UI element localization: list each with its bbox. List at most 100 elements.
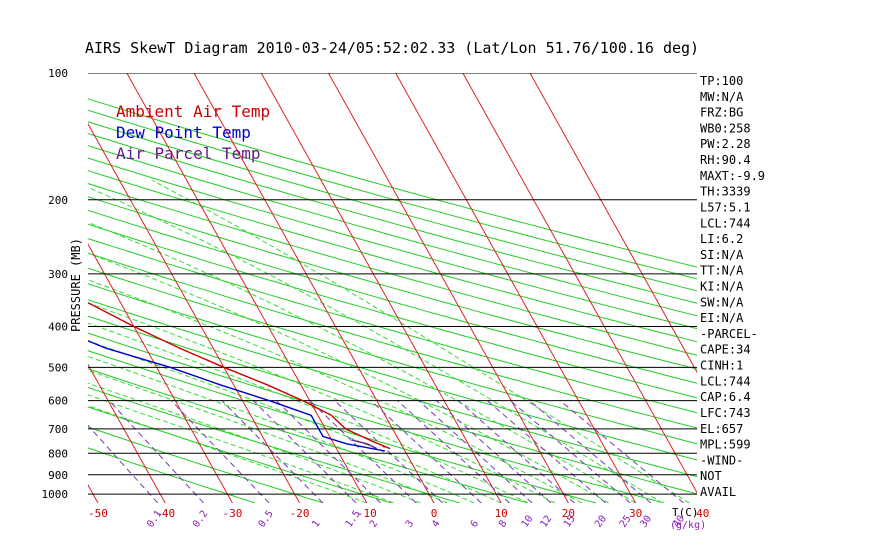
mixing-unit-label: (g/kg) xyxy=(670,520,706,531)
pressure-tick-label: 400 xyxy=(48,321,68,334)
isotherm-line xyxy=(0,73,31,503)
temp-unit-label: T(C) xyxy=(672,506,699,519)
dry-adiabat-line xyxy=(88,283,697,461)
mixing-ratio-line xyxy=(252,400,357,503)
temp-tick-bottom: 30 xyxy=(629,507,642,520)
temp-tick-bottom: 40 xyxy=(696,507,709,520)
dry-adiabat-line xyxy=(88,238,697,414)
mixing-ratio-label: 0.5 xyxy=(257,509,276,530)
legend-entry: Air Parcel Temp xyxy=(116,144,261,163)
dry-adiabat-line xyxy=(88,196,697,370)
isotherm-line xyxy=(529,73,697,374)
dry-adiabat-line xyxy=(88,170,697,343)
mixing-ratio-label: 10 xyxy=(520,514,536,530)
mixing-ratio-line xyxy=(529,400,652,503)
sidebar-index-label: EI:N/A xyxy=(700,311,744,325)
sidebar-index-label: LCL:744 xyxy=(700,216,751,230)
series-line xyxy=(88,301,391,450)
temp-tick-bottom: -10 xyxy=(357,507,377,520)
pressure-tick-label: 1000 xyxy=(42,488,69,501)
isotherm-line xyxy=(88,363,166,503)
sidebar-index-label: TT:N/A xyxy=(700,264,744,278)
pressure-tick-label: 100 xyxy=(48,67,68,80)
moist-adiabat-line xyxy=(88,355,475,503)
sidebar-index-label: LFC:743 xyxy=(700,406,751,420)
dry-adiabat-line xyxy=(88,98,697,268)
dry-adiabat-line xyxy=(88,368,529,503)
sidebar-index-label: NOT xyxy=(700,469,722,483)
pressure-tick-label: 700 xyxy=(48,423,68,436)
dry-adiabat-line xyxy=(88,350,597,503)
temp-tick-bottom: 0 xyxy=(431,507,438,520)
legend: Ambient Air Temp Dew Point Temp Air Parcel… xyxy=(116,102,270,163)
moist-adiabat-line xyxy=(88,369,448,503)
dry-adiabat-line xyxy=(88,299,697,478)
profile-series xyxy=(88,301,391,452)
mixing-ratio-line xyxy=(458,400,575,503)
temp-tick-bottom: -40 xyxy=(155,507,175,520)
mixing-ratio-line xyxy=(221,400,324,503)
moist-adiabat-line xyxy=(152,180,690,503)
dry-adiabat-line xyxy=(88,447,256,503)
mixing-ratio-line xyxy=(487,400,606,503)
dry-adiabat-line xyxy=(88,109,697,280)
dry-adiabat-line xyxy=(88,157,697,330)
dry-adiabat-line xyxy=(88,223,697,399)
pressure-tick-label: 600 xyxy=(48,395,68,408)
sidebar-index-label: TH:3339 xyxy=(700,185,751,199)
background-lines xyxy=(0,73,697,503)
mixing-ratio-label: 4 xyxy=(430,518,442,529)
isotherm-line xyxy=(260,73,502,503)
mixing-ratio-line xyxy=(309,400,417,503)
sidebar-index-label: RH:90.4 xyxy=(700,153,751,167)
isotherm-line xyxy=(88,484,99,503)
dry-adiabat-line xyxy=(88,426,324,503)
moist-adiabat-line xyxy=(88,221,636,503)
sidebar-index-label: TP:100 xyxy=(700,74,743,88)
dry-adiabat-line xyxy=(88,121,697,292)
mixing-ratio-line xyxy=(276,400,381,503)
isotherm-line xyxy=(88,122,301,503)
sidebar-index-label: AVAIL xyxy=(700,485,736,499)
mixing-ratio-line xyxy=(108,400,204,503)
dry-adiabat-line xyxy=(88,252,697,429)
sidebar-index-label: CINH:1 xyxy=(700,359,743,373)
isotherm-line xyxy=(126,73,368,503)
sidebar-index-label: MW:N/A xyxy=(700,90,744,104)
chart-title: AIRS SkewT Diagram 2010-03-24/05:52:02.3… xyxy=(85,39,699,57)
isotherm-line xyxy=(462,73,697,494)
moist-adiabat-line xyxy=(88,340,502,503)
dry-adiabat-line xyxy=(88,145,697,317)
moist-adiabat-line xyxy=(88,394,394,503)
sidebar-index-label: WB0:258 xyxy=(700,121,751,135)
sidebar-index-label: PW:2.28 xyxy=(700,137,751,151)
sidebar-index-label: FRZ:BG xyxy=(700,106,743,120)
moist-adiabat-line xyxy=(88,382,421,503)
mixing-ratio-line xyxy=(559,400,685,503)
mixing-ratio-label: 8 xyxy=(497,518,509,529)
pressure-tick-label: 300 xyxy=(48,268,68,281)
temp-tick-bottom: 10 xyxy=(495,507,508,520)
y-axis-label: PRESSURE (MB) xyxy=(69,238,83,332)
mixing-ratio-line xyxy=(510,400,631,503)
sidebar-index-label: LI:6.2 xyxy=(700,232,743,246)
pressure-tick-label: 800 xyxy=(48,447,68,460)
temp-tick-bottom: -20 xyxy=(290,507,310,520)
pressure-tick-label: 200 xyxy=(48,194,68,207)
moist-adiabat-line xyxy=(88,252,609,503)
sidebar-index-label: EL:657 xyxy=(700,422,743,436)
sidebar-index-label: CAP:6.4 xyxy=(700,390,751,404)
pressure-tick-label: 900 xyxy=(48,469,68,482)
mixing-ratio-line xyxy=(170,400,270,503)
moist-adiabat-line xyxy=(88,322,529,503)
dry-adiabat-line xyxy=(88,267,697,445)
sidebar-index-label: KI:N/A xyxy=(700,280,744,294)
pressure-tick-label: 500 xyxy=(48,361,68,374)
isotherm-line xyxy=(395,73,637,503)
dry-adiabat-line xyxy=(88,209,697,384)
moist-adiabat-line xyxy=(88,405,367,503)
isotherm-line xyxy=(193,73,435,503)
